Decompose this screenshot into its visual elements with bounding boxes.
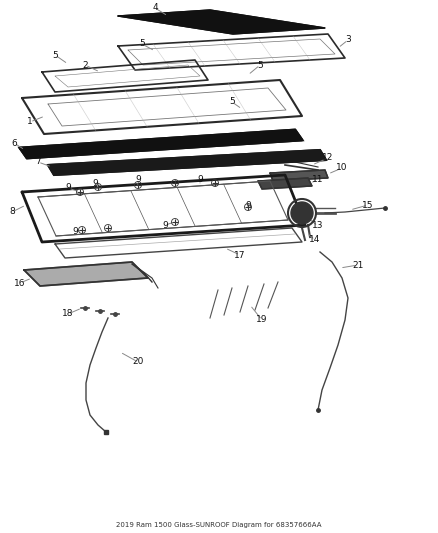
Polygon shape <box>258 178 312 189</box>
Text: 1: 1 <box>27 117 33 126</box>
Text: 2019 Ram 1500 Glass-SUNROOF Diagram for 68357666AA: 2019 Ram 1500 Glass-SUNROOF Diagram for … <box>116 522 322 528</box>
Text: 4: 4 <box>152 4 158 12</box>
Text: 17: 17 <box>234 251 246 260</box>
Text: 19: 19 <box>256 316 268 325</box>
Text: 9: 9 <box>245 200 251 209</box>
Text: 21: 21 <box>352 261 364 270</box>
Text: 5: 5 <box>229 98 235 107</box>
Text: 20: 20 <box>132 358 144 367</box>
Text: 3: 3 <box>345 36 351 44</box>
Text: 12: 12 <box>322 154 334 163</box>
Text: 13: 13 <box>312 222 324 230</box>
Text: 9: 9 <box>162 221 168 230</box>
Text: 9: 9 <box>72 228 78 237</box>
Polygon shape <box>270 170 328 181</box>
Polygon shape <box>118 10 325 34</box>
Text: 9: 9 <box>135 175 141 184</box>
Text: 5: 5 <box>139 39 145 49</box>
Text: 10: 10 <box>336 164 348 173</box>
Text: 9: 9 <box>92 179 98 188</box>
Text: 15: 15 <box>362 200 374 209</box>
Text: 5: 5 <box>257 61 263 69</box>
Text: 16: 16 <box>14 279 26 287</box>
Text: 9: 9 <box>197 175 203 184</box>
Text: 2: 2 <box>82 61 88 69</box>
Polygon shape <box>20 130 302 158</box>
Text: 5: 5 <box>52 51 58 60</box>
Text: 11: 11 <box>312 175 324 184</box>
Text: 9: 9 <box>65 183 71 192</box>
Circle shape <box>291 202 313 224</box>
Text: 7: 7 <box>35 157 41 166</box>
Text: 8: 8 <box>9 207 15 216</box>
Polygon shape <box>24 262 148 286</box>
Text: 18: 18 <box>62 310 74 319</box>
Text: 6: 6 <box>11 139 17 148</box>
Polygon shape <box>48 150 326 175</box>
Text: 14: 14 <box>309 236 321 245</box>
